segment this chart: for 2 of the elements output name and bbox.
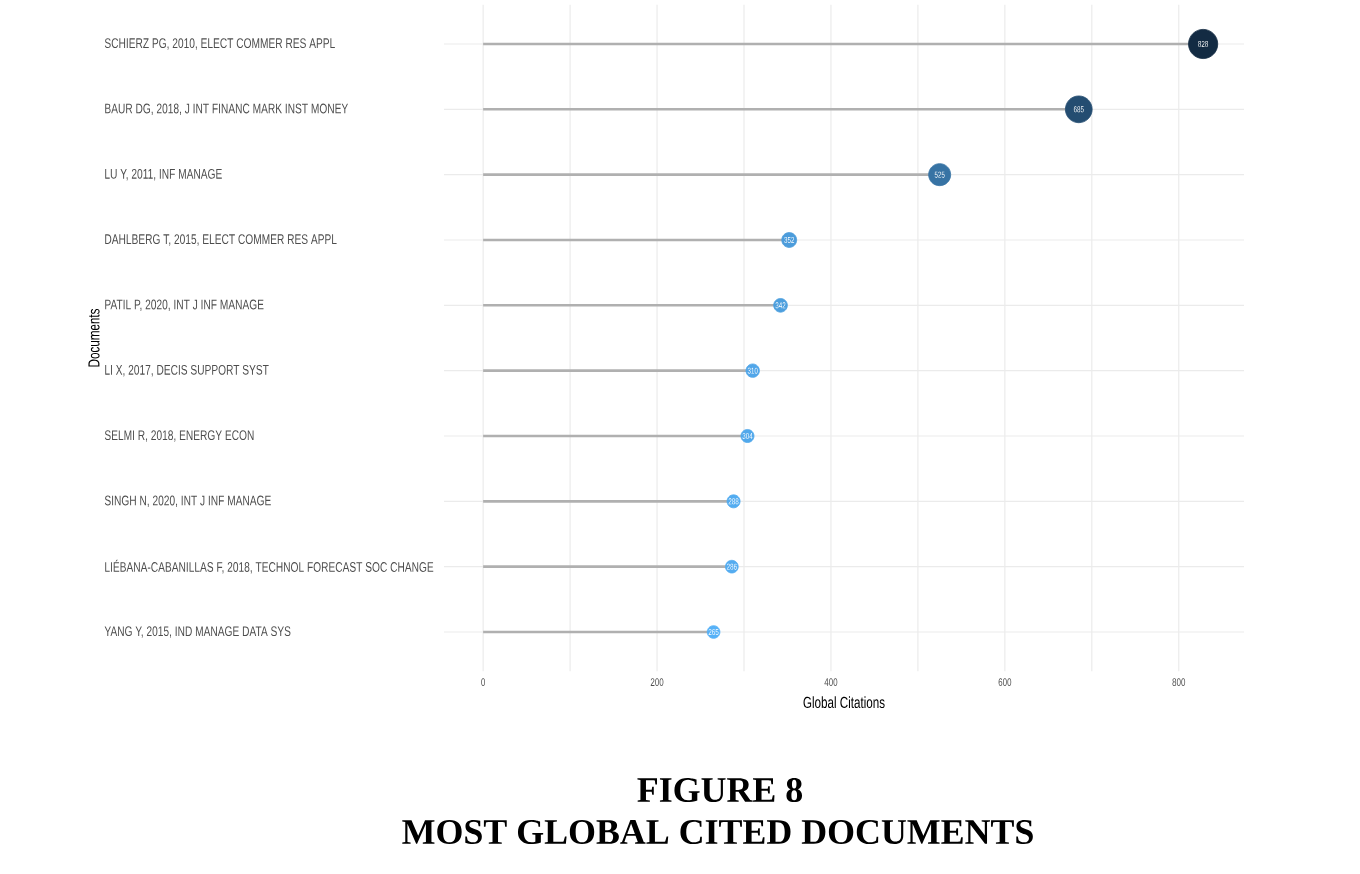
text: MOST GLOBAL CITED DOCUMENTS xyxy=(402,819,1033,845)
text: FIGURE 8 xyxy=(637,777,803,803)
